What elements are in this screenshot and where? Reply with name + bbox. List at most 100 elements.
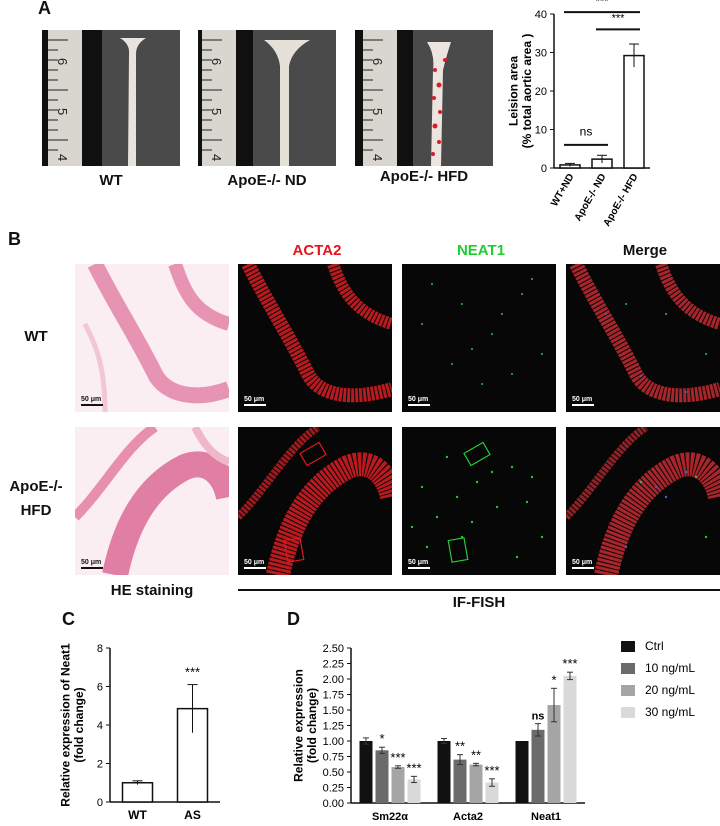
significance-label: *** xyxy=(612,13,626,25)
legend-swatch xyxy=(621,685,635,696)
photo-label-apoe-nd: ApoE-/- ND xyxy=(227,172,307,189)
bar xyxy=(407,779,421,803)
aorta-photo-wt-drawing: 6 5 4 xyxy=(42,30,180,166)
y-tick-label: 0.50 xyxy=(323,767,344,779)
y-tick-label: 1.00 xyxy=(323,736,344,748)
y-tick-label: 0.00 xyxy=(323,798,344,810)
acta2-image-hfd: 50 μm xyxy=(238,427,392,575)
svg-text:6: 6 xyxy=(370,58,385,65)
bar xyxy=(453,759,467,803)
svg-text:6: 6 xyxy=(209,58,224,65)
svg-text:4: 4 xyxy=(55,154,70,161)
svg-text:5: 5 xyxy=(209,108,224,115)
significance-label: *** xyxy=(406,760,421,775)
panel-letter-d: D xyxy=(287,609,300,629)
svg-text:4: 4 xyxy=(209,154,224,161)
x-tick-label: AS xyxy=(184,808,201,822)
iffish-label: IF-FISH xyxy=(452,594,506,611)
row-label-wt: WT xyxy=(24,328,48,345)
legend-swatch xyxy=(621,641,635,652)
legend-label: 10 ng/mL xyxy=(645,661,695,675)
bar xyxy=(121,782,154,803)
merge-image-wt: 50 μm xyxy=(566,264,720,412)
photo-label-apoe-hfd: ApoE-/- HFD xyxy=(379,168,469,185)
bar xyxy=(375,750,389,803)
region-box xyxy=(283,537,305,563)
x-tick-label: Neat1 xyxy=(531,811,561,823)
x-tick-label: ApoE-/- ND xyxy=(573,172,609,223)
significance-label: ** xyxy=(471,747,481,762)
panel-letter-a: A xyxy=(38,0,51,18)
x-tick-label: ApoE-/- HFD xyxy=(602,172,641,229)
row-label-apoe: ApoE-/- xyxy=(9,478,63,495)
neat1-image-hfd: 50 μm xyxy=(402,427,556,575)
x-tick-label: WT xyxy=(128,808,147,822)
svg-text:4: 4 xyxy=(370,154,385,161)
y-tick-label: 30 xyxy=(535,48,547,60)
y-axis-label: Leision area(% total aortic area ) xyxy=(506,34,534,149)
bar xyxy=(531,729,545,803)
significance-label: ** xyxy=(455,739,465,754)
x-tick-label: Sm22α xyxy=(372,811,408,823)
legend-swatch xyxy=(621,663,635,674)
scale-bar: 50 μm xyxy=(244,396,266,406)
panel-letter-b: B xyxy=(8,229,21,249)
scale-bar: 50 μm xyxy=(572,559,594,569)
iffish-underline xyxy=(238,589,720,591)
row-label-hfd: HFD xyxy=(20,502,52,519)
column-header-acta2: ACTA2 xyxy=(292,242,342,259)
y-tick-label: 40 xyxy=(535,9,547,21)
scale-bar: 50 μm xyxy=(408,396,430,406)
bar xyxy=(437,741,451,803)
y-tick-label: 2 xyxy=(97,759,103,771)
aorta-photo-apoe-hfd: 6 5 4 xyxy=(355,30,493,166)
he-image-hfd: 50 μm xyxy=(75,427,229,575)
ruler-number: 6 xyxy=(55,58,70,65)
svg-text:5: 5 xyxy=(55,108,70,115)
significance-label: ns xyxy=(580,124,593,138)
significance-label: * xyxy=(551,672,556,687)
photo-label-wt: WT xyxy=(99,172,123,189)
y-axis-label: Relative expression of Neat1(fold change… xyxy=(60,643,86,807)
significance-label: *** xyxy=(390,750,405,765)
scale-bar: 50 μm xyxy=(81,559,103,569)
neat1-image-wt: 50 μm xyxy=(402,264,556,412)
x-tick-label: WT+ND xyxy=(549,172,576,209)
significance-label: *** xyxy=(484,763,499,778)
bar xyxy=(563,675,577,803)
y-tick-label: 0.75 xyxy=(323,752,344,764)
y-tick-label: 2.50 xyxy=(323,643,344,655)
y-axis-label: Relative expression(fold change) xyxy=(291,669,319,782)
region-box xyxy=(463,441,491,467)
y-tick-label: 4 xyxy=(97,720,103,732)
bar xyxy=(623,54,645,169)
column-header-merge: Merge xyxy=(622,242,668,259)
bar xyxy=(547,705,561,803)
x-tick-label: Acta2 xyxy=(453,811,483,823)
y-tick-label: 8 xyxy=(97,643,103,655)
legend-label: 20 ng/mL xyxy=(645,683,695,697)
chart-d: 0.00 0.25 0.50 0.75 1.00 1.25 1.50 1.75 2.00 2.25… xyxy=(291,639,695,823)
chart-c: 0 2 4 6 8 WT AS *** Relative expression of Neat1… xyxy=(60,643,220,822)
y-tick-label: 1.25 xyxy=(323,721,344,733)
y-tick-label: 0 xyxy=(97,797,103,809)
y-tick-label: 6 xyxy=(97,682,103,694)
bar xyxy=(515,741,529,803)
scale-bar: 50 μm xyxy=(572,396,594,406)
bar xyxy=(391,767,405,803)
legend-swatch xyxy=(621,707,635,718)
significance-label: * xyxy=(379,731,384,746)
he-staining-label: HE staining xyxy=(110,582,194,599)
acta2-image-wt: 50 μm xyxy=(238,264,392,412)
y-tick-label: 10 xyxy=(535,125,547,137)
y-tick-label: 2.00 xyxy=(323,674,344,686)
y-tick-label: 1.50 xyxy=(323,705,344,717)
panel-letter-c: C xyxy=(62,609,75,629)
scale-bar: 50 μm xyxy=(81,396,103,406)
bar xyxy=(469,764,483,803)
scale-bar: 50 μm xyxy=(408,559,430,569)
legend-label: 30 ng/mL xyxy=(645,705,695,719)
significance-label: *** xyxy=(562,656,577,671)
aorta-photo-wt: 6 5 4 xyxy=(42,30,180,166)
svg-text:5: 5 xyxy=(370,108,385,115)
